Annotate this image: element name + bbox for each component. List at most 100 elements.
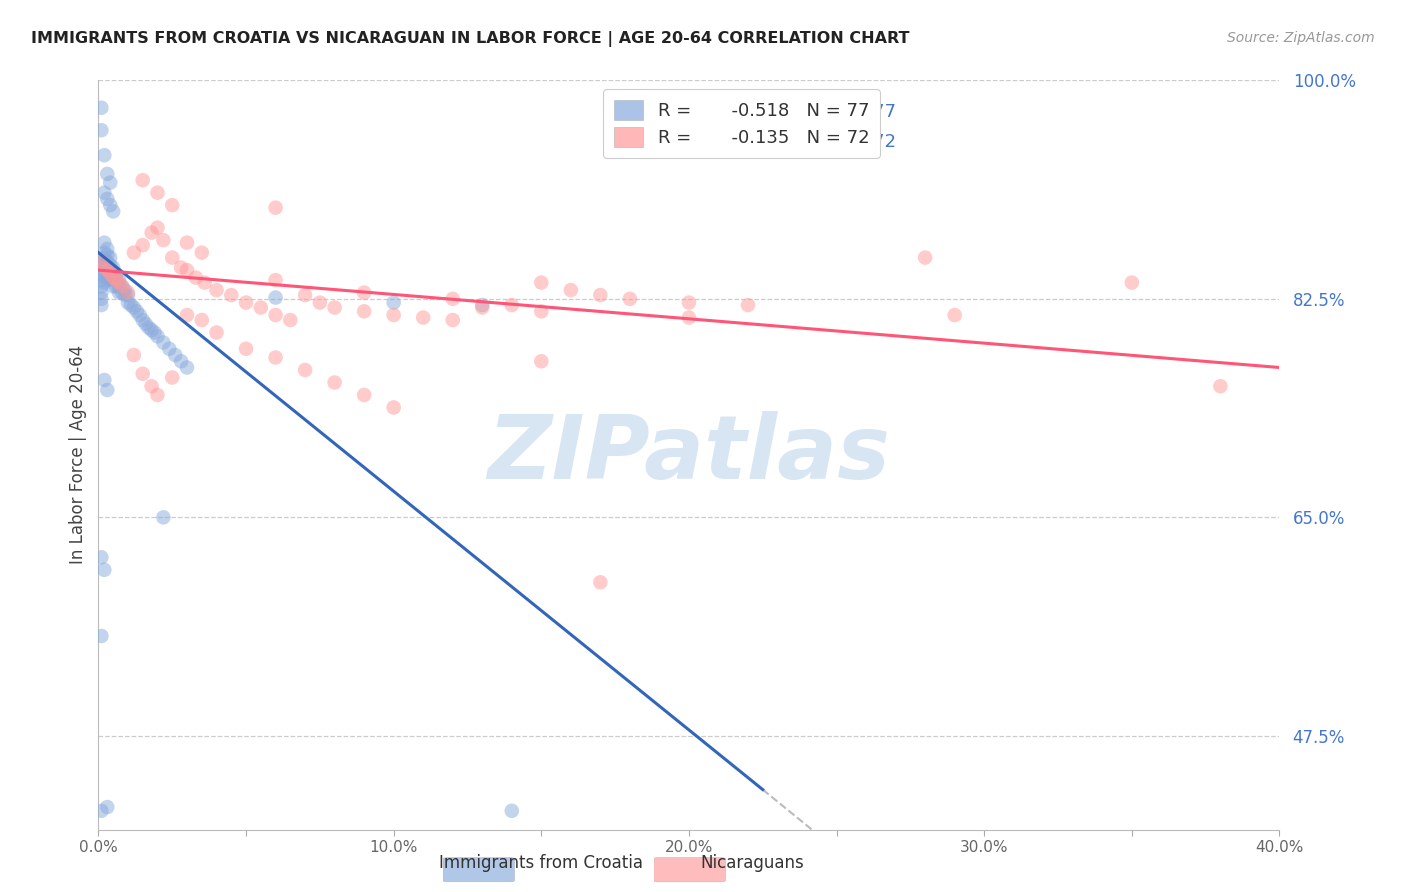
Text: N = 72: N = 72 bbox=[832, 133, 896, 151]
Point bbox=[111, 279, 134, 293]
Point bbox=[264, 273, 287, 287]
Point bbox=[235, 295, 257, 310]
Point bbox=[122, 245, 145, 260]
Point bbox=[120, 298, 142, 312]
Point bbox=[382, 308, 405, 322]
FancyBboxPatch shape bbox=[654, 858, 725, 881]
Point bbox=[96, 263, 118, 277]
Point bbox=[309, 295, 332, 310]
Point bbox=[103, 273, 125, 287]
Point bbox=[90, 285, 112, 300]
Point bbox=[111, 285, 134, 300]
Point bbox=[1209, 379, 1232, 393]
Point bbox=[90, 254, 112, 268]
Point bbox=[96, 167, 118, 181]
Point bbox=[90, 550, 112, 565]
Point bbox=[125, 304, 148, 318]
Point bbox=[914, 251, 936, 265]
Point bbox=[96, 267, 118, 281]
Point bbox=[90, 260, 112, 275]
Point bbox=[132, 313, 155, 327]
Point bbox=[471, 298, 494, 312]
Point bbox=[441, 292, 464, 306]
Point bbox=[141, 323, 163, 337]
Point bbox=[108, 285, 131, 300]
Point bbox=[294, 363, 316, 377]
Point bbox=[146, 329, 169, 343]
Point bbox=[162, 198, 183, 212]
Point bbox=[98, 251, 121, 265]
Point bbox=[194, 276, 217, 290]
Point bbox=[141, 226, 163, 240]
Point bbox=[96, 260, 118, 275]
Point bbox=[382, 295, 405, 310]
Point bbox=[108, 276, 131, 290]
Point bbox=[560, 283, 582, 297]
Point bbox=[530, 354, 553, 368]
Point bbox=[90, 804, 112, 818]
Point bbox=[737, 298, 759, 312]
Point bbox=[90, 267, 112, 281]
Point bbox=[176, 308, 198, 322]
Point bbox=[90, 629, 112, 643]
Point bbox=[98, 267, 121, 281]
Point bbox=[105, 273, 128, 287]
Point bbox=[96, 242, 118, 256]
Point bbox=[98, 270, 121, 285]
Point bbox=[93, 563, 115, 577]
Point bbox=[1121, 276, 1143, 290]
Point bbox=[128, 308, 150, 322]
Point bbox=[250, 301, 273, 315]
Point bbox=[280, 313, 302, 327]
Point bbox=[117, 288, 139, 302]
Point bbox=[96, 254, 118, 268]
Point bbox=[162, 370, 183, 384]
Point bbox=[141, 379, 163, 393]
Point bbox=[96, 248, 118, 262]
Point bbox=[501, 298, 523, 312]
Point bbox=[103, 260, 125, 275]
Point bbox=[353, 304, 375, 318]
Point bbox=[103, 204, 125, 219]
Point bbox=[98, 176, 121, 190]
Point bbox=[678, 310, 700, 325]
Point bbox=[176, 235, 198, 250]
Point bbox=[323, 301, 346, 315]
Point bbox=[122, 301, 145, 315]
Point bbox=[98, 258, 121, 272]
Point bbox=[530, 276, 553, 290]
Point bbox=[93, 258, 115, 272]
Point bbox=[105, 279, 128, 293]
Point bbox=[132, 173, 155, 187]
Point bbox=[162, 251, 183, 265]
Point bbox=[96, 383, 118, 397]
Point bbox=[146, 220, 169, 235]
Point bbox=[678, 295, 700, 310]
Point bbox=[108, 279, 131, 293]
Point bbox=[221, 288, 243, 302]
Point bbox=[108, 273, 131, 287]
Point bbox=[146, 388, 169, 402]
Point bbox=[235, 342, 257, 356]
Point bbox=[122, 348, 145, 362]
Point bbox=[105, 273, 128, 287]
Point bbox=[501, 804, 523, 818]
Point bbox=[90, 292, 112, 306]
Point bbox=[943, 308, 966, 322]
Point bbox=[111, 279, 134, 293]
Point bbox=[93, 251, 115, 265]
Point bbox=[103, 267, 125, 281]
Point bbox=[157, 342, 180, 356]
Point bbox=[619, 292, 641, 306]
Point bbox=[152, 233, 174, 247]
Point bbox=[132, 238, 155, 252]
Text: IMMIGRANTS FROM CROATIA VS NICARAGUAN IN LABOR FORCE | AGE 20-64 CORRELATION CHA: IMMIGRANTS FROM CROATIA VS NICARAGUAN IN… bbox=[31, 31, 910, 47]
Point bbox=[98, 263, 121, 277]
Point bbox=[143, 326, 166, 340]
Point bbox=[353, 285, 375, 300]
Point bbox=[90, 279, 112, 293]
Text: N = 77: N = 77 bbox=[832, 103, 896, 120]
Point bbox=[90, 254, 112, 268]
Point bbox=[93, 263, 115, 277]
Point bbox=[138, 320, 160, 334]
